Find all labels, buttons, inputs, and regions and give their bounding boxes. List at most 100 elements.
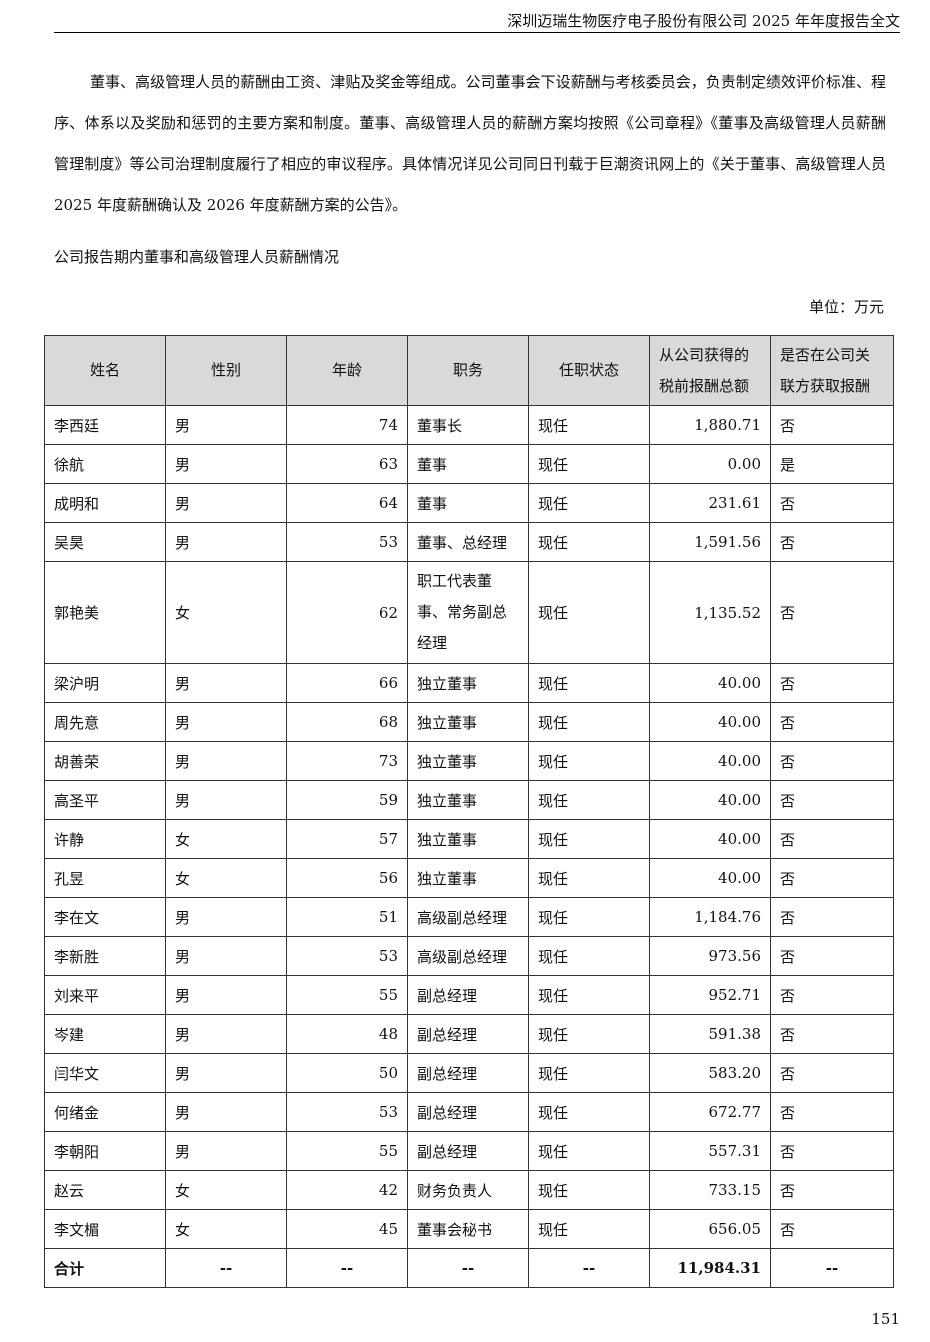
- total-row: 合计 -- -- -- -- 11,984.31 --: [44, 1248, 894, 1288]
- cell-age: 55: [286, 975, 408, 1015]
- cell-compensation: 973.56: [649, 936, 771, 976]
- cell-name: 岑建: [44, 1014, 166, 1054]
- cell-compensation: 583.20: [649, 1053, 771, 1093]
- cell-related-party: 否: [770, 561, 894, 664]
- cell-compensation: 1,880.71: [649, 405, 771, 445]
- cell-position: 独立董事: [407, 663, 529, 703]
- cell-compensation: 231.61: [649, 483, 771, 523]
- cell-name: 胡善荣: [44, 741, 166, 781]
- cell-position: 董事长: [407, 405, 529, 445]
- cell-position: 财务负责人: [407, 1170, 529, 1210]
- cell-age: 56: [286, 858, 408, 898]
- cell-age: 68: [286, 702, 408, 742]
- cell-position: 独立董事: [407, 819, 529, 859]
- cell-status: 现任: [528, 483, 650, 523]
- cell-name: 孔昱: [44, 858, 166, 898]
- table-row: 赵云女 42 财务负责人 现任 733.15 否: [44, 1170, 894, 1210]
- cell-age: 55: [286, 1131, 408, 1171]
- cell-related-party: 否: [770, 663, 894, 703]
- unit-label: 单位：万元: [808, 298, 884, 316]
- cell-position: 董事会秘书: [407, 1209, 529, 1249]
- header-divider: [54, 32, 900, 33]
- cell-gender: 女: [165, 1170, 287, 1210]
- cell-gender: 女: [165, 858, 287, 898]
- table-row: 李在文男 51 高级副总经理 现任 1,184.76 否: [44, 897, 894, 937]
- column-header-age: 年龄: [286, 335, 408, 406]
- cell-related-party: 是: [770, 444, 894, 484]
- cell-name: 李西廷: [44, 405, 166, 445]
- cell-gender: 男: [165, 741, 287, 781]
- cell-status: 现任: [528, 405, 650, 445]
- cell-compensation: 0.00: [649, 444, 771, 484]
- cell-status: 现任: [528, 936, 650, 976]
- cell-status: 现任: [528, 780, 650, 820]
- cell-related-party: 否: [770, 1092, 894, 1132]
- cell-status: 现任: [528, 1209, 650, 1249]
- cell-position: 高级副总经理: [407, 897, 529, 937]
- cell-age: 51: [286, 897, 408, 937]
- table-row: 何绪金男 53 副总经理 现任 672.77 否: [44, 1092, 894, 1132]
- cell-related-party: 否: [770, 522, 894, 562]
- cell-position: 副总经理: [407, 1092, 529, 1132]
- table-row: 李文楣女 45 董事会秘书 现任 656.05 否: [44, 1209, 894, 1249]
- cell-name: 何绪金: [44, 1092, 166, 1132]
- column-header-status: 任职状态: [528, 335, 650, 406]
- cell-status: 现任: [528, 897, 650, 937]
- cell-position: 副总经理: [407, 1131, 529, 1171]
- column-header-position: 职务: [407, 335, 529, 406]
- cell-gender: --: [165, 1248, 287, 1288]
- cell-name: 周先意: [44, 702, 166, 742]
- cell-age: 53: [286, 936, 408, 976]
- cell-name: 高圣平: [44, 780, 166, 820]
- cell-name: 李在文: [44, 897, 166, 937]
- cell-position: 独立董事: [407, 780, 529, 820]
- cell-gender: 男: [165, 936, 287, 976]
- running-header: 深圳迈瑞生物医疗电子股份有限公司 2025 年年度报告全文: [507, 12, 900, 30]
- cell-age: 74: [286, 405, 408, 445]
- cell-compensation: 40.00: [649, 858, 771, 898]
- cell-status: 现任: [528, 444, 650, 484]
- table-row: 刘来平男 55 副总经理 现任 952.71 否: [44, 975, 894, 1015]
- cell-age: 59: [286, 780, 408, 820]
- cell-related-party: 否: [770, 819, 894, 859]
- cell-status: 现任: [528, 663, 650, 703]
- cell-compensation: 1,135.52: [649, 561, 771, 664]
- cell-related-party: 否: [770, 1209, 894, 1249]
- cell-position: 董事: [407, 444, 529, 484]
- table-row: 成明和男 64 董事 现任 231.61 否: [44, 483, 894, 523]
- cell-position: 董事: [407, 483, 529, 523]
- cell-position: 副总经理: [407, 1053, 529, 1093]
- column-header-gender: 性别: [165, 335, 287, 406]
- cell-related-party: 否: [770, 1053, 894, 1093]
- cell-status: 现任: [528, 522, 650, 562]
- cell-name: 李朝阳: [44, 1131, 166, 1171]
- table-row: 岑建男 48 副总经理 现任 591.38 否: [44, 1014, 894, 1054]
- cell-related-party: 否: [770, 936, 894, 976]
- cell-gender: 男: [165, 897, 287, 937]
- cell-related-party: 否: [770, 858, 894, 898]
- cell-gender: 男: [165, 702, 287, 742]
- table-header-row: 姓名 性别 年龄 职务 任职状态 从公司获得的税前报酬总额 是否在公司关联方获取报酬: [44, 335, 894, 406]
- cell-position: 副总经理: [407, 975, 529, 1015]
- cell-compensation: 591.38: [649, 1014, 771, 1054]
- cell-compensation: 40.00: [649, 702, 771, 742]
- cell-compensation: 733.15: [649, 1170, 771, 1210]
- cell-related-party: 否: [770, 405, 894, 445]
- cell-status: 现任: [528, 975, 650, 1015]
- cell-name: 梁沪明: [44, 663, 166, 703]
- cell-related-party: 否: [770, 780, 894, 820]
- table-row: 李新胜男 53 高级副总经理 现任 973.56 否: [44, 936, 894, 976]
- compensation-table: 姓名 性别 年龄 职务 任职状态 从公司获得的税前报酬总额 是否在公司关联方获取报酬 李西廷…: [44, 335, 894, 1288]
- cell-name: 成明和: [44, 483, 166, 523]
- cell-compensation: 40.00: [649, 780, 771, 820]
- cell-compensation: 40.00: [649, 663, 771, 703]
- table-row: 郭艳美女 62 职工代表董事、常务副总经理 现任 1,135.52 否: [44, 561, 894, 664]
- cell-name: 闫华文: [44, 1053, 166, 1093]
- cell-status: 现任: [528, 561, 650, 664]
- cell-age: 63: [286, 444, 408, 484]
- table-row: 徐航男 63 董事 现任 0.00 是: [44, 444, 894, 484]
- cell-compensation: 40.00: [649, 741, 771, 781]
- table-row: 李朝阳男 55 副总经理 现任 557.31 否: [44, 1131, 894, 1171]
- cell-compensation: 656.05: [649, 1209, 771, 1249]
